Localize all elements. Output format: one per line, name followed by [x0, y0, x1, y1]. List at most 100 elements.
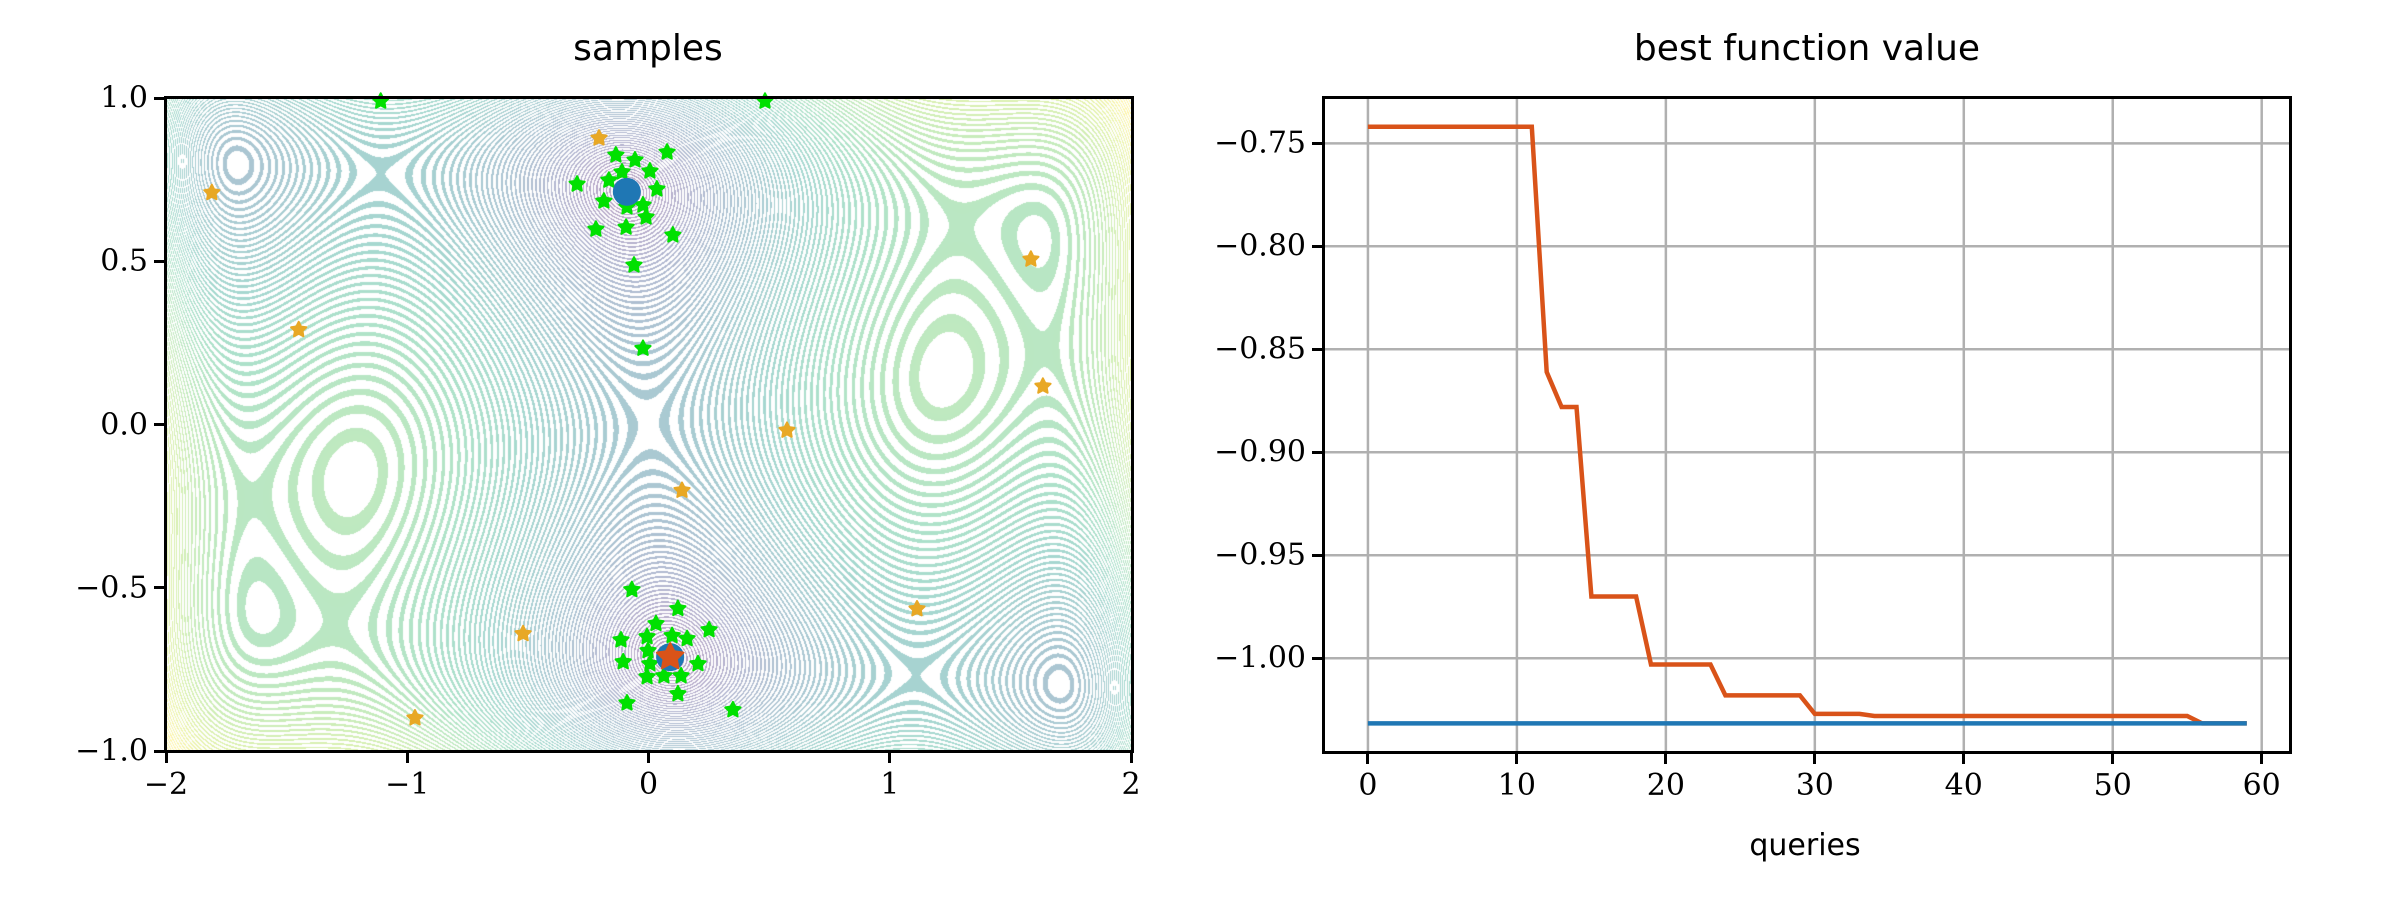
bo-sample-star-marker [614, 652, 632, 670]
bo-sample-star-marker [607, 146, 625, 163]
tick-label: 0.0 [100, 407, 148, 442]
bo-sample-star-marker [756, 92, 774, 109]
axis-tick [1312, 450, 1324, 454]
samples-chart-title: samples [573, 28, 723, 69]
bo-sample-star-marker [641, 654, 659, 672]
initial-sample-star-marker [1022, 250, 1040, 267]
tick-label: −0.75 [1214, 125, 1306, 161]
tick-label: 0 [638, 767, 659, 802]
tick-label: 1 [880, 767, 900, 802]
bo-sample-star-marker [637, 208, 655, 225]
initial-sample-star-marker [778, 421, 796, 438]
bo-sample-star-marker [648, 180, 666, 197]
bo-sample-star-marker [664, 226, 682, 243]
axis-tick [164, 751, 168, 763]
axis-tick [2111, 752, 2115, 764]
axis-tick [647, 751, 650, 763]
axis-tick [1515, 752, 1519, 764]
axis-tick [154, 423, 166, 426]
bo-sample-star-marker [372, 92, 390, 109]
tick-label: 2 [1121, 767, 1141, 802]
bo-sample-star-marker [672, 666, 690, 684]
bo-sample-star-marker [700, 620, 718, 638]
best-value-x-axis-label: queries [1749, 828, 1861, 863]
bo-sample-star-marker [641, 162, 659, 179]
bo-sample-star-marker [689, 654, 707, 672]
bo-sample-star-marker [617, 218, 635, 235]
axis-tick [154, 259, 166, 263]
axis-tick [1962, 752, 1966, 764]
initial-sample-star-marker [908, 600, 926, 617]
axis-tick [1312, 141, 1324, 145]
initial-sample-star-marker [203, 183, 221, 201]
tick-label: −1.00 [1214, 640, 1306, 676]
axis-tick [1312, 244, 1324, 248]
tick-label: 20 [1646, 768, 1685, 803]
best-sample-star-marker [655, 642, 685, 670]
bo-sample-star-marker [638, 667, 656, 685]
bo-sample-star-marker [639, 641, 657, 659]
axis-tick [154, 586, 166, 590]
axis-tick [2260, 752, 2264, 764]
bo-sample-star-marker [663, 626, 681, 644]
tick-label: −0.90 [1214, 434, 1306, 470]
tick-label: 30 [1795, 768, 1834, 803]
initial-sample-star-marker [590, 129, 608, 146]
axis-tick [1129, 751, 1133, 763]
bo-sample-star-marker [724, 700, 742, 718]
bo-sample-star-marker [655, 666, 673, 684]
bo-sample-star-marker [658, 143, 676, 160]
axis-tick [154, 96, 166, 100]
initial-sample-star-marker [514, 624, 532, 642]
axis-tick [154, 749, 166, 753]
bo-sample-star-marker [625, 256, 643, 273]
bo-sample-star-marker [618, 694, 636, 711]
best-value-plot-area [1324, 98, 2290, 752]
bo-sample-star-marker [634, 339, 652, 356]
tick-label: −0.85 [1214, 331, 1306, 367]
bo-sample-star-marker [613, 163, 631, 180]
axis-tick [1312, 347, 1324, 351]
tick-label: 10 [1497, 768, 1536, 803]
global-minimum-circle-marker [612, 177, 641, 206]
tick-label: 50 [2093, 768, 2132, 803]
axis-tick [1312, 553, 1324, 557]
axis-tick [1312, 656, 1324, 660]
bo-sample-star-marker [678, 629, 696, 647]
axis-tick [888, 751, 892, 763]
axis-tick [1813, 752, 1817, 764]
bo-sample-star-marker [595, 192, 613, 209]
initial-sample-star-marker [290, 320, 308, 338]
axis-tick [1664, 752, 1668, 764]
initial-sample-star-marker [673, 481, 691, 498]
tick-label: −1.0 [75, 733, 148, 769]
tick-label: 0.5 [100, 243, 148, 279]
best-value-chart-title: best function value [1633, 28, 1981, 69]
bo-sample-star-marker [634, 196, 652, 213]
bo-sample-star-marker [587, 220, 605, 237]
tick-label: −0.5 [75, 570, 148, 606]
bo-sample-star-marker [568, 175, 586, 192]
axis-tick [405, 751, 409, 763]
tick-label: −0.80 [1214, 228, 1306, 264]
bo-sample-star-marker [623, 580, 641, 598]
bo-sample-star-marker [600, 171, 618, 188]
initial-sample-star-marker [1034, 377, 1052, 394]
bo-sample-star-marker [626, 151, 644, 168]
tick-label: 60 [2242, 768, 2281, 803]
axis-tick [1366, 752, 1370, 764]
bo-sample-star-marker [669, 599, 687, 617]
bo-sample-star-marker [612, 631, 630, 648]
best-observed-line [1367, 124, 2247, 726]
bo-sample-star-marker [647, 614, 665, 632]
samples-markers-layer [203, 92, 1052, 726]
tick-label: −1 [385, 767, 430, 802]
tick-label: 1.0 [100, 80, 148, 116]
bo-sample-star-marker [638, 627, 656, 645]
tick-label: −2 [143, 767, 189, 802]
tick-label: 40 [1944, 768, 1983, 803]
bo-sample-star-marker [669, 684, 687, 702]
initial-sample-star-marker [406, 709, 424, 726]
tick-label: −0.95 [1214, 537, 1306, 573]
